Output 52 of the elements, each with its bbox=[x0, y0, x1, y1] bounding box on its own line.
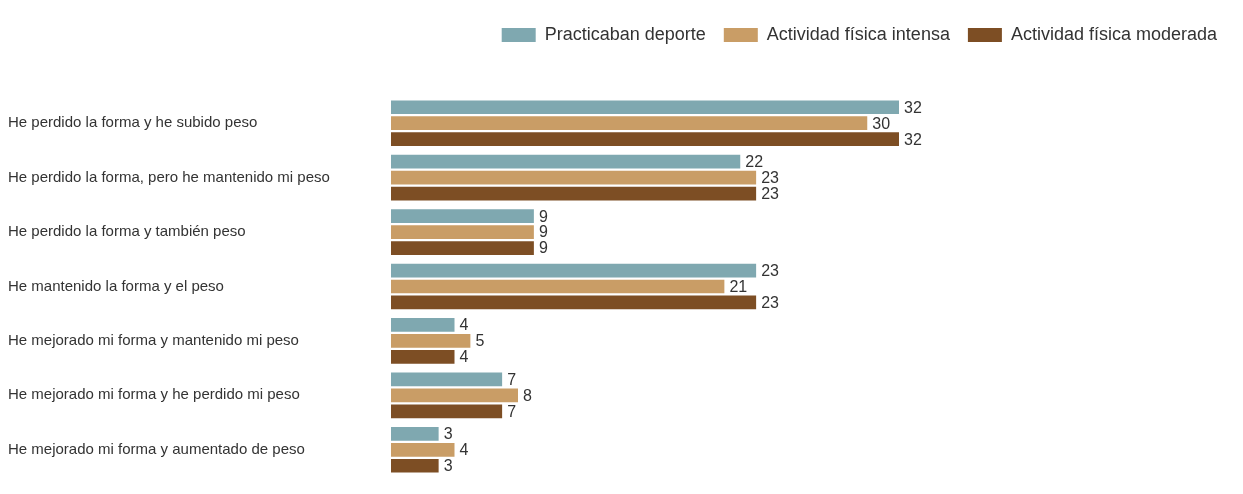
bar bbox=[391, 372, 503, 387]
data-label: 4 bbox=[459, 441, 469, 459]
bar bbox=[391, 426, 439, 441]
y-tick-label: He mantenido la forma y el peso bbox=[8, 276, 224, 294]
data-label: 9 bbox=[538, 207, 548, 225]
y-tick-label: He perdido la forma y he subido peso bbox=[8, 113, 258, 131]
bar bbox=[391, 241, 534, 255]
bar bbox=[391, 225, 534, 239]
bar bbox=[391, 350, 455, 364]
bar bbox=[391, 132, 899, 147]
y-tick-label: He mejorado mi forma y he perdido mi peso bbox=[8, 385, 300, 403]
bar bbox=[391, 100, 899, 115]
bar bbox=[391, 116, 868, 131]
legend-label: Practicaban deporte bbox=[544, 23, 706, 44]
data-label: 32 bbox=[904, 98, 922, 116]
data-label: 5 bbox=[475, 332, 485, 350]
bar bbox=[391, 458, 439, 473]
bar bbox=[391, 209, 534, 223]
data-label: 21 bbox=[729, 277, 748, 295]
legend-label: Actividad física intensa bbox=[766, 23, 951, 44]
data-label: 3 bbox=[443, 457, 453, 475]
data-label: 9 bbox=[538, 239, 548, 257]
y-tick-label: He perdido la forma, pero he mantenido mi peso bbox=[8, 167, 330, 185]
bar bbox=[391, 170, 757, 185]
data-label: 9 bbox=[538, 223, 548, 241]
bar bbox=[391, 263, 757, 278]
bar bbox=[391, 279, 725, 294]
legend-label: Actividad física moderada bbox=[1010, 23, 1218, 44]
bar bbox=[391, 442, 455, 457]
data-label: 7 bbox=[507, 370, 517, 388]
data-label: 23 bbox=[761, 169, 780, 187]
data-label: 8 bbox=[523, 386, 532, 404]
data-label: 4 bbox=[459, 316, 469, 334]
y-tick-label: He mejorado mi forma y mantenido mi peso bbox=[8, 331, 299, 349]
data-label: 32 bbox=[904, 130, 922, 148]
data-label: 23 bbox=[761, 185, 780, 203]
data-label: 22 bbox=[745, 153, 764, 171]
data-label: 3 bbox=[443, 425, 453, 443]
bar bbox=[391, 186, 757, 201]
data-label: 30 bbox=[872, 114, 891, 132]
bar bbox=[391, 318, 455, 332]
bar bbox=[391, 388, 518, 403]
bar bbox=[391, 404, 503, 419]
bar bbox=[391, 154, 741, 169]
data-label: 23 bbox=[761, 261, 780, 279]
y-tick-label: He perdido la forma y también peso bbox=[8, 222, 246, 240]
bar bbox=[391, 295, 757, 310]
bar bbox=[391, 334, 471, 348]
y-tick-label: He mejorado mi forma y aumentado de peso bbox=[8, 439, 305, 457]
data-label: 4 bbox=[459, 348, 469, 366]
data-label: 7 bbox=[507, 402, 517, 420]
data-label: 23 bbox=[761, 293, 780, 311]
